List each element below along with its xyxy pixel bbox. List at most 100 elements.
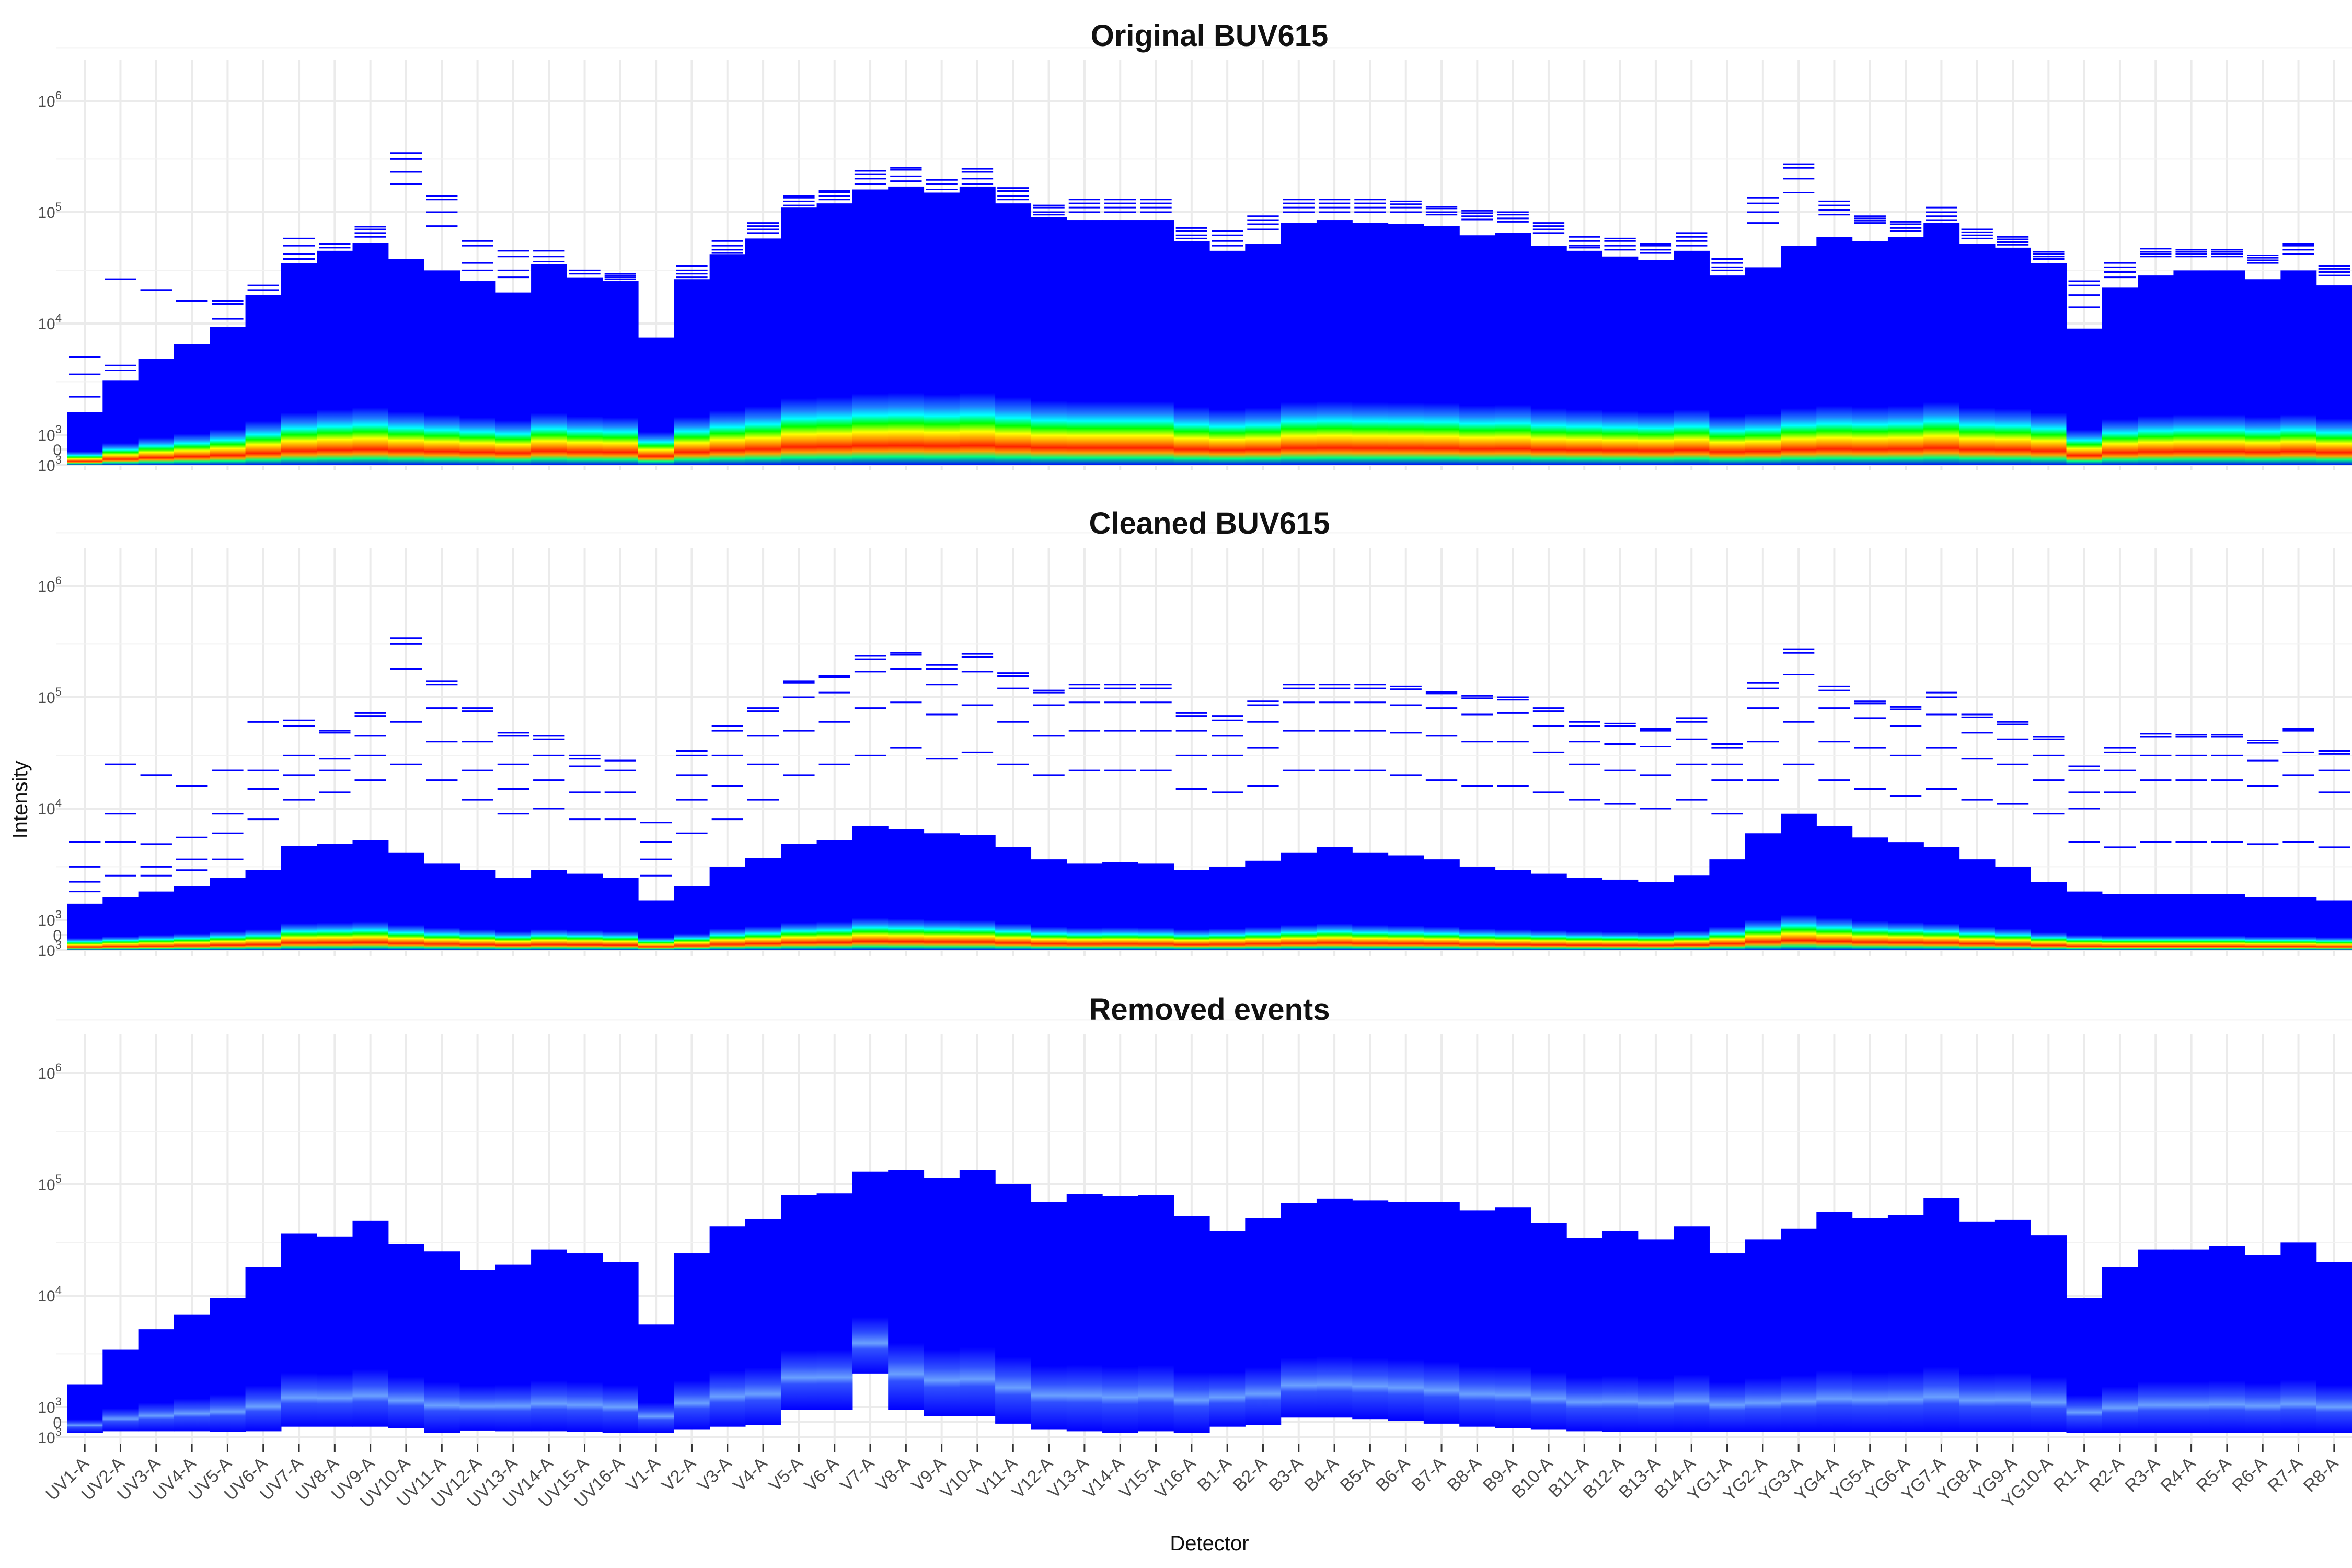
- density-strip-uv3-a: [138, 1329, 175, 1432]
- y-tick-label: 103: [38, 908, 62, 929]
- y-tick-base: 10: [38, 942, 55, 960]
- density-strip-uv16-a: [602, 878, 639, 950]
- density-strip-b1-a: [1209, 1231, 1246, 1427]
- density-strip-b2-a: [1245, 1218, 1282, 1425]
- density-strip-v16-a: [1173, 870, 1210, 950]
- density-strip-b7-a: [1423, 859, 1460, 950]
- density-strip-uv10-a: [388, 852, 424, 950]
- density-strip-b6-a: [1388, 224, 1424, 465]
- y-tick-exponent: 3: [55, 1425, 62, 1438]
- y-tick-label: 106: [38, 574, 62, 595]
- density-strip-uv14-a: [531, 1249, 567, 1432]
- density-strip-r3-a: [2138, 894, 2174, 950]
- density-strip-yg6-a: [1887, 842, 1924, 950]
- density-strip-b9-a: [1495, 1207, 1531, 1428]
- y-tick-base: 10: [38, 316, 55, 333]
- y-tick-base: 10: [38, 578, 55, 595]
- density-strip-r2-a: [2102, 894, 2138, 950]
- density-strip-v5-a: [781, 844, 817, 950]
- x-tick-label-b1-a: B1-A: [1193, 1454, 1236, 1496]
- density-strip-v8-a: [888, 829, 925, 950]
- density-strip-v15-a: [1138, 863, 1174, 950]
- density-strip-yg3-a: [1781, 246, 1817, 465]
- density-strip-uv14-a: [531, 264, 567, 465]
- density-strip-r5-a: [2209, 1246, 2245, 1433]
- density-strip-r4-a: [2173, 894, 2210, 950]
- density-strip-b2-a: [1245, 244, 1282, 465]
- y-tick-label: 103: [38, 423, 62, 444]
- y-tick-exponent: 6: [55, 1061, 62, 1074]
- density-strip-uv1-a: [67, 1384, 103, 1433]
- x-tick-label-b10-a: B10-A: [1508, 1454, 1557, 1503]
- density-strip-r6-a: [2245, 1255, 2281, 1433]
- y-tick-label: 103: [38, 453, 62, 475]
- x-tick-label-v6-a: V6-A: [801, 1454, 843, 1496]
- x-tick-label-v2-a: V2-A: [658, 1454, 700, 1496]
- density-strip-b11-a: [1566, 1238, 1603, 1432]
- density-strip-yg1-a: [1709, 275, 1746, 465]
- y-tick-exponent: 6: [55, 89, 62, 102]
- density-strip-v6-a: [816, 203, 853, 465]
- density-strip-uv3-a: [138, 359, 175, 465]
- y-tick-base: 10: [38, 1065, 55, 1082]
- density-strip-uv9-a: [352, 840, 389, 950]
- y-tick-base: 10: [38, 204, 55, 222]
- density-strip-uv8-a: [317, 844, 353, 950]
- density-strip-b10-a: [1530, 873, 1567, 950]
- density-strip-uv15-a: [567, 277, 603, 465]
- x-tick-label-r5-a: R5-A: [2193, 1454, 2235, 1496]
- x-tick-label-v8-a: V8-A: [872, 1454, 915, 1496]
- y-tick-base: 10: [38, 912, 55, 929]
- x-axis-title: Detector: [1170, 1532, 1249, 1555]
- y-tick-label: 103: [38, 1425, 62, 1447]
- y-tick-label: 105: [38, 200, 62, 222]
- y-tick-label: 103: [38, 938, 62, 960]
- density-strip-b8-a: [1459, 1210, 1496, 1427]
- density-strip-v12-a: [1031, 1201, 1067, 1430]
- density-strip-yg8-a: [1959, 859, 1996, 950]
- density-strip-b9-a: [1495, 870, 1531, 950]
- density-strip-b12-a: [1602, 879, 1639, 950]
- y-tick-exponent: 3: [55, 1395, 62, 1408]
- density-strip-v11-a: [995, 203, 1032, 465]
- density-strip-yg10-a: [2031, 263, 2067, 465]
- density-strip-v7-a: [852, 189, 889, 465]
- density-strip-uv6-a: [245, 295, 282, 465]
- density-strip-v2-a: [674, 1253, 710, 1430]
- density-strip-v15-a: [1138, 220, 1174, 465]
- density-strip-yg4-a: [1816, 237, 1853, 465]
- density-strip-v12-a: [1031, 217, 1067, 465]
- density-strip-v4-a: [745, 238, 781, 465]
- x-tick-label-b8-a: B8-A: [1444, 1454, 1486, 1496]
- density-strip-v9-a: [924, 833, 960, 950]
- x-tick-label-r2-a: R2-A: [2085, 1454, 2128, 1496]
- density-strip-r6-a: [2245, 279, 2281, 465]
- density-strip-v4-a: [745, 858, 781, 950]
- density-strip-b5-a: [1352, 1200, 1389, 1420]
- density-strip-b3-a: [1281, 1203, 1317, 1418]
- y-tick-exponent: 4: [55, 797, 62, 810]
- density-strip-b3-a: [1281, 223, 1317, 465]
- x-tick-label-b5-a: B5-A: [1336, 1454, 1379, 1496]
- density-strip-v3-a: [709, 867, 746, 950]
- y-tick-exponent: 3: [55, 938, 62, 951]
- density-strip-yg9-a: [1994, 1219, 2031, 1432]
- density-strip-yg4-a: [1816, 1211, 1853, 1432]
- density-strip-r1-a: [2066, 1298, 2103, 1433]
- density-strip-uv11-a: [424, 863, 460, 950]
- density-strip-b10-a: [1530, 1223, 1567, 1430]
- density-strip-yg1-a: [1709, 859, 1746, 950]
- y-axis-title: Intensity: [9, 761, 32, 839]
- density-strip-r4-a: [2173, 1249, 2210, 1433]
- density-strip-uv13-a: [495, 1264, 532, 1432]
- density-strip-uv7-a: [281, 1233, 317, 1427]
- density-strip-uv14-a: [531, 870, 567, 950]
- density-strip-uv3-a: [138, 891, 175, 950]
- density-strip-r6-a: [2245, 897, 2281, 950]
- density-strip-r8-a: [2316, 900, 2352, 950]
- y-tick-label: 105: [38, 685, 62, 707]
- y-tick-base: 10: [38, 93, 55, 110]
- density-strip-uv12-a: [459, 1270, 496, 1431]
- density-strip-yg2-a: [1745, 267, 1781, 465]
